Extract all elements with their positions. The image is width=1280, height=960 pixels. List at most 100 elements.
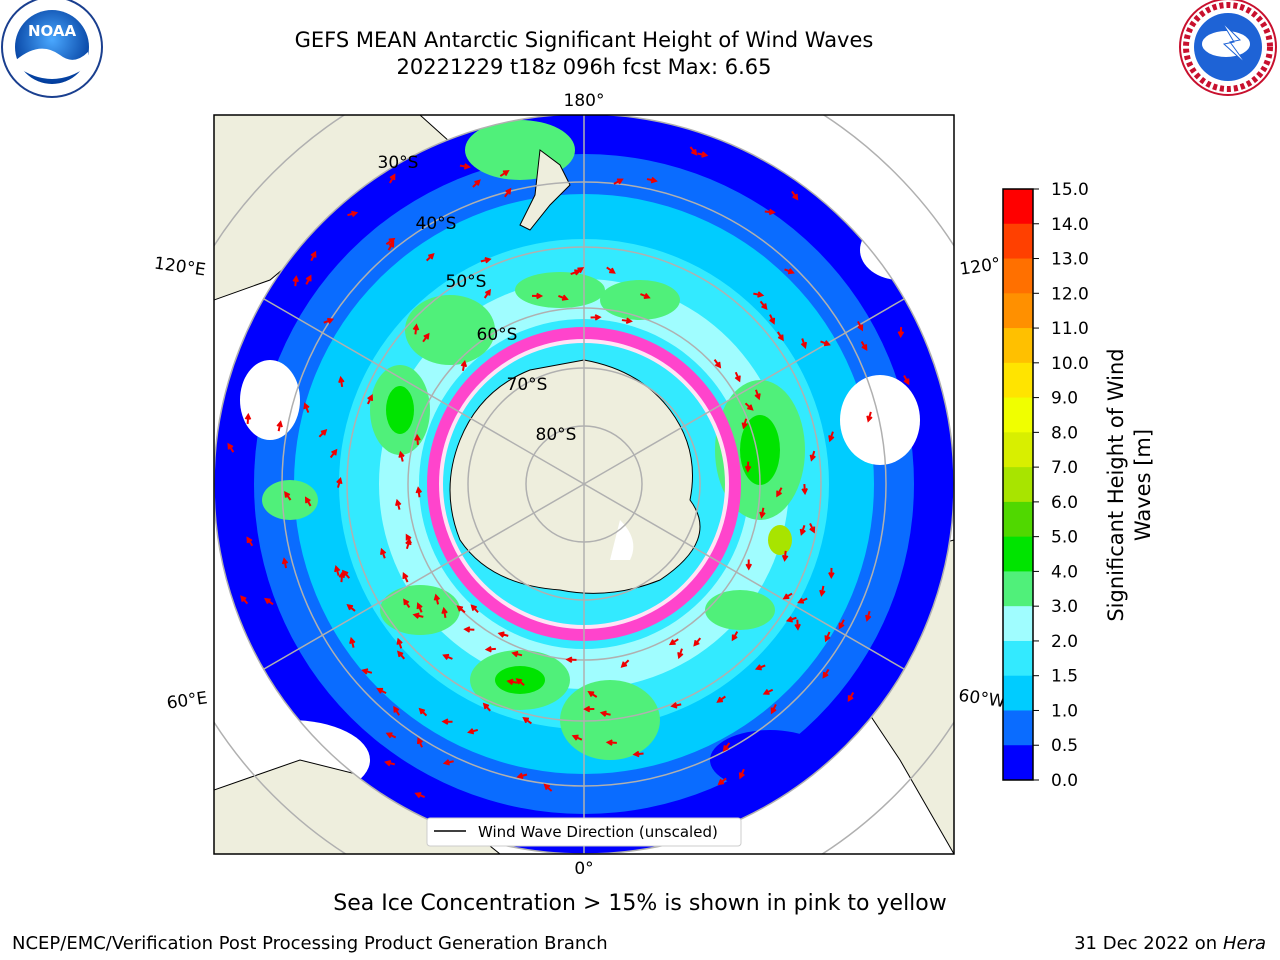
colorbar-segment (1003, 501, 1033, 538)
colorbar-tick-label: 3.0 (1051, 597, 1078, 617)
colorbar-segment (1003, 293, 1033, 329)
wind-wave-arrow (620, 659, 630, 668)
wind-wave-arrow (414, 433, 421, 445)
wind-wave-arrow (897, 326, 905, 339)
wind-wave-arrow (499, 170, 510, 177)
wind-wave-arrow (361, 668, 373, 675)
colorbar-tick-label: 4.0 (1051, 562, 1078, 582)
wind-wave-arrow (640, 292, 651, 300)
wind-wave-arrow (583, 705, 595, 713)
wind-wave-arrow (828, 567, 835, 580)
colorbar-segment (1003, 432, 1033, 468)
colorbar-segment (1003, 397, 1033, 433)
wind-wave-arrow (284, 491, 292, 501)
wind-wave-arrow (809, 523, 816, 534)
wind-wave-arrow (338, 375, 345, 388)
chart-title: GEFS MEAN Antarctic Significant Height o… (294, 28, 874, 52)
wind-wave-arrow (558, 294, 569, 301)
noaa-logo: NOAA (1, 0, 103, 98)
wind-wave-arrow (571, 734, 583, 741)
wind-wave-arrow (744, 402, 754, 411)
chart-subtitle: 20221229 t18z 096h fcst Max: 6.65 (396, 55, 772, 79)
wind-wave-arrow (227, 442, 235, 453)
wave-height-field (214, 115, 954, 854)
colorbar-tick-label: 15.0 (1051, 180, 1089, 200)
wind-wave-arrow (395, 498, 402, 510)
colorbar-tick-label: 0.0 (1051, 771, 1078, 791)
footer-date-text: 31 Dec 2022 on (1074, 933, 1218, 954)
wind-wave-arrow (318, 429, 328, 438)
wind-wave-arrow (754, 664, 766, 671)
wind-wave-arrow (828, 431, 835, 443)
footer-producer: NCEP/EMC/Verification Post Processing Pr… (12, 933, 608, 954)
colorbar-segment (1003, 362, 1033, 399)
wind-wave-arrow (347, 210, 359, 218)
wind-wave-arrow (613, 178, 624, 185)
lat-label-30s: 30°S (378, 153, 419, 173)
ice-shelf (610, 520, 634, 560)
wind-wave-arrow (738, 768, 745, 780)
wind-wave-arrow (670, 702, 682, 709)
wind-wave-arrow (759, 300, 768, 311)
wind-wave-arrow (599, 710, 611, 717)
colorbar-tick-label: 6.0 (1051, 493, 1078, 513)
graticule (214, 115, 954, 854)
wind-wave-arrow (387, 240, 395, 251)
colorbar-segment (1003, 745, 1033, 781)
colorbar-segment (1003, 258, 1033, 294)
wind-wave-arrow (693, 637, 702, 647)
wind-wave-arrow (697, 151, 709, 158)
colorbar-segment (1003, 571, 1033, 607)
colorbar: 0.0 0.5 1.0 1.5 2.0 3.0 4.0 5.0 6.0 7.0 8.0 9.0 10.0… (1002, 180, 1089, 791)
wind-wave-arrow (483, 288, 491, 299)
wind-wave-arrow (264, 597, 274, 606)
wind-wave-arrow (865, 610, 872, 622)
wind-wave-arrow (794, 619, 801, 631)
lon-label-60e: 60°E (166, 688, 209, 713)
wind-wave-arrow (764, 208, 776, 216)
lon-label-120e: 120°E (153, 253, 207, 280)
colorbar-tick-label: 5.0 (1051, 528, 1078, 548)
wind-wave-arrow (799, 525, 806, 536)
footer-date: 31 Dec 2022 on Hera (1074, 933, 1266, 954)
wind-wave-arrow (741, 418, 748, 430)
colorbar-segment (1003, 675, 1033, 711)
colorbar-segment (1003, 710, 1033, 746)
land-new-zealand (519, 149, 571, 231)
wind-wave-arrow (442, 653, 453, 660)
colorbar-tick-label: 13.0 (1051, 250, 1089, 270)
wind-wave-arrow (590, 314, 602, 321)
wind-wave-arrow (769, 314, 776, 325)
wind-wave-arrow (776, 487, 783, 498)
wind-wave-arrow (713, 359, 722, 369)
wind-wave-arrow (425, 252, 435, 262)
wind-wave-arrow (722, 742, 731, 752)
wind-wave-arrow (776, 331, 784, 342)
wind-wave-arrow (398, 450, 405, 462)
wind-wave-arrow (847, 691, 855, 703)
colorbar-tick-label: 0.5 (1051, 736, 1078, 756)
legend-label: Wind Wave Direction (unscaled) (478, 823, 718, 841)
wind-wave-arrow (824, 631, 831, 643)
wind-wave-arrow (632, 750, 644, 758)
wind-wave-arrow (770, 704, 777, 715)
wind-wave-arrow (376, 687, 387, 695)
colorbar-tick-label: 2.0 (1051, 632, 1078, 652)
wind-wave-arrow (866, 411, 873, 423)
wind-wave-arrow (416, 737, 423, 748)
map-frame (213, 114, 955, 855)
colorbar-tick-label: 1.0 (1051, 701, 1078, 721)
wind-wave-arrow (800, 338, 807, 349)
wind-wave-arrow (342, 569, 351, 579)
wind-wave-arrow (389, 173, 396, 184)
wind-wave-arrow (366, 394, 374, 405)
wind-wave-arrow (397, 650, 406, 660)
wind-wave-arrow (522, 717, 532, 725)
wind-wave-arrow (857, 321, 864, 332)
wind-wave-arrow (504, 187, 512, 198)
wind-wave-arrow (605, 739, 617, 746)
wind-wave-arrow (734, 371, 741, 383)
wind-wave-arrow (668, 638, 679, 646)
wind-wave-arrow (396, 637, 403, 649)
wind-wave-arrow (463, 626, 475, 633)
